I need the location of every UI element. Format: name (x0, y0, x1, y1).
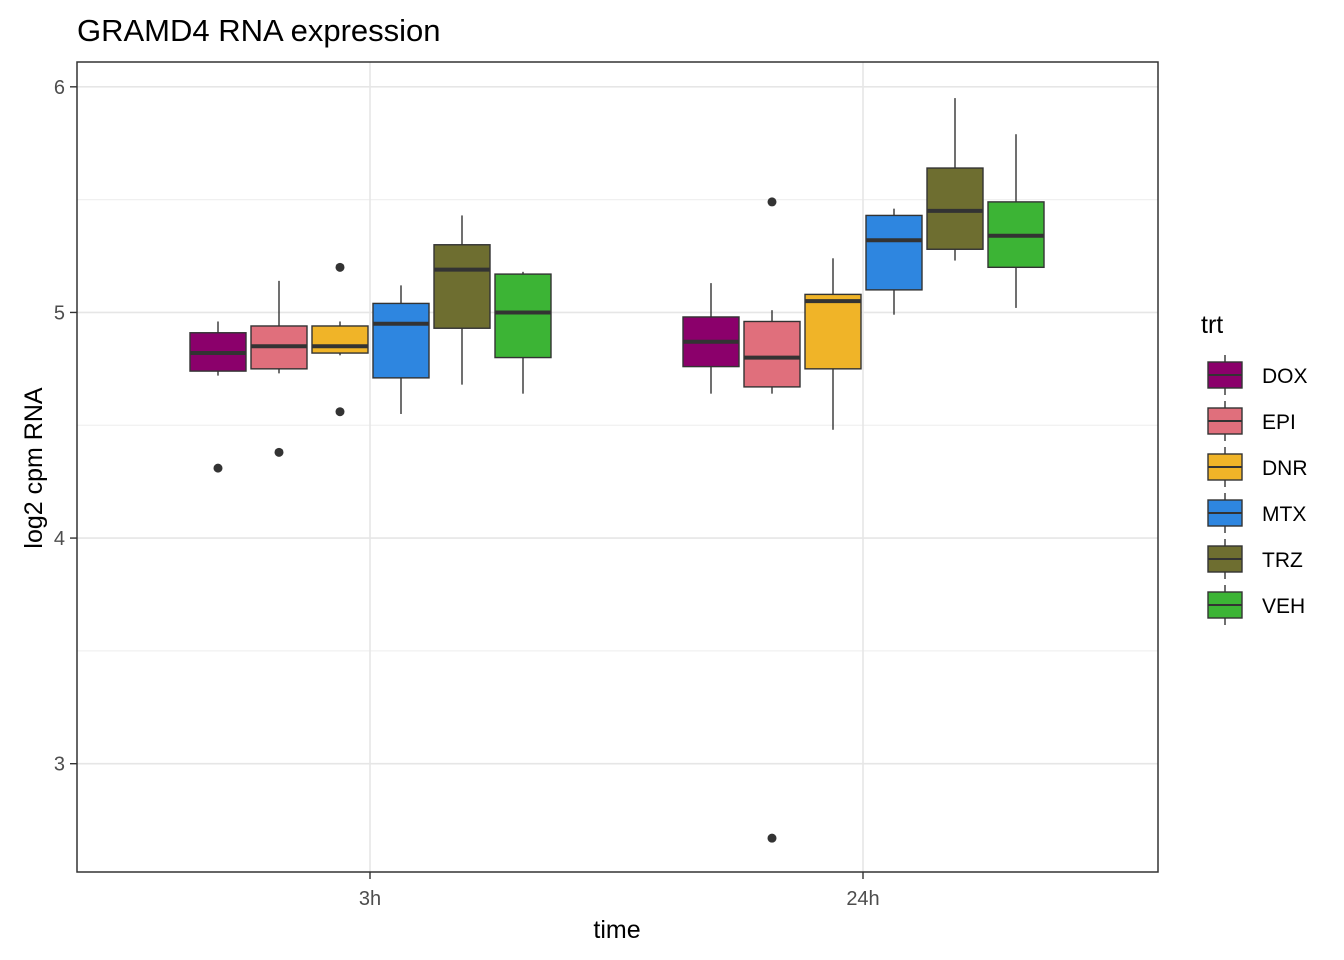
chart-title: GRAMD4 RNA expression (77, 13, 441, 48)
y-tick-label: 4 (54, 528, 65, 550)
box-dox-24h (682, 283, 740, 394)
box-body (433, 244, 491, 329)
y-tick-label: 5 (54, 302, 65, 324)
legend-title: trt (1201, 311, 1223, 339)
grid-lines (77, 62, 1158, 872)
legend-item-dnr: DNR (1207, 447, 1308, 487)
box-body (494, 273, 552, 359)
legend-item-mtx: MTX (1207, 493, 1306, 533)
outlier-point (335, 407, 345, 417)
box-body (743, 320, 801, 388)
legend-label: TRZ (1262, 549, 1303, 572)
legend-label: DOX (1262, 365, 1308, 388)
y-tick-label: 3 (54, 754, 65, 776)
box-epi-24h (743, 197, 801, 843)
box-body (804, 293, 862, 370)
box-trz-3h (433, 215, 491, 385)
x-axis-ticks: 3h 24h (359, 872, 880, 910)
x-axis-title: time (593, 916, 640, 944)
legend-label: EPI (1262, 411, 1296, 434)
legend-item-dox: DOX (1207, 355, 1308, 395)
box-veh-3h (494, 271, 552, 394)
box-dnr-3h (311, 262, 369, 417)
outlier-point (335, 262, 345, 272)
plot-background (77, 62, 1158, 872)
box-mtx-3h (372, 285, 430, 414)
legend-item-veh: VEH (1207, 585, 1305, 625)
box-veh-24h (987, 134, 1045, 308)
box-body (311, 325, 369, 354)
outlier-point (767, 197, 777, 207)
box-mtx-24h (865, 208, 923, 315)
y-tick-label: 6 (54, 77, 65, 99)
panel-border (76, 61, 1159, 873)
outlier-point (767, 833, 777, 843)
box-trz-24h (926, 98, 984, 261)
box-epi-3h (250, 280, 308, 457)
legend-item-trz: TRZ (1207, 539, 1303, 579)
box-body (926, 167, 984, 250)
x-tick-label: 24h (846, 888, 879, 910)
plot-frame (76, 61, 1159, 873)
box-dox-3h (189, 321, 247, 473)
legend-item-epi: EPI (1207, 401, 1296, 441)
box-dnr-24h (804, 258, 862, 430)
y-axis-title: log2 cpm RNA (20, 387, 48, 548)
legend-label: MTX (1262, 503, 1306, 526)
outlier-point (213, 463, 223, 473)
legend-label: VEH (1262, 595, 1305, 618)
x-tick-label: 3h (359, 888, 381, 910)
box-body (372, 302, 430, 379)
legend: trt DOX EPI DNR MTX TRZ VEH (1201, 311, 1308, 625)
box-series (189, 98, 1045, 843)
legend-label: DNR (1262, 457, 1308, 480)
y-axis-ticks: 3 4 5 6 (54, 77, 77, 776)
box-body (865, 214, 923, 291)
outlier-point (274, 447, 284, 457)
